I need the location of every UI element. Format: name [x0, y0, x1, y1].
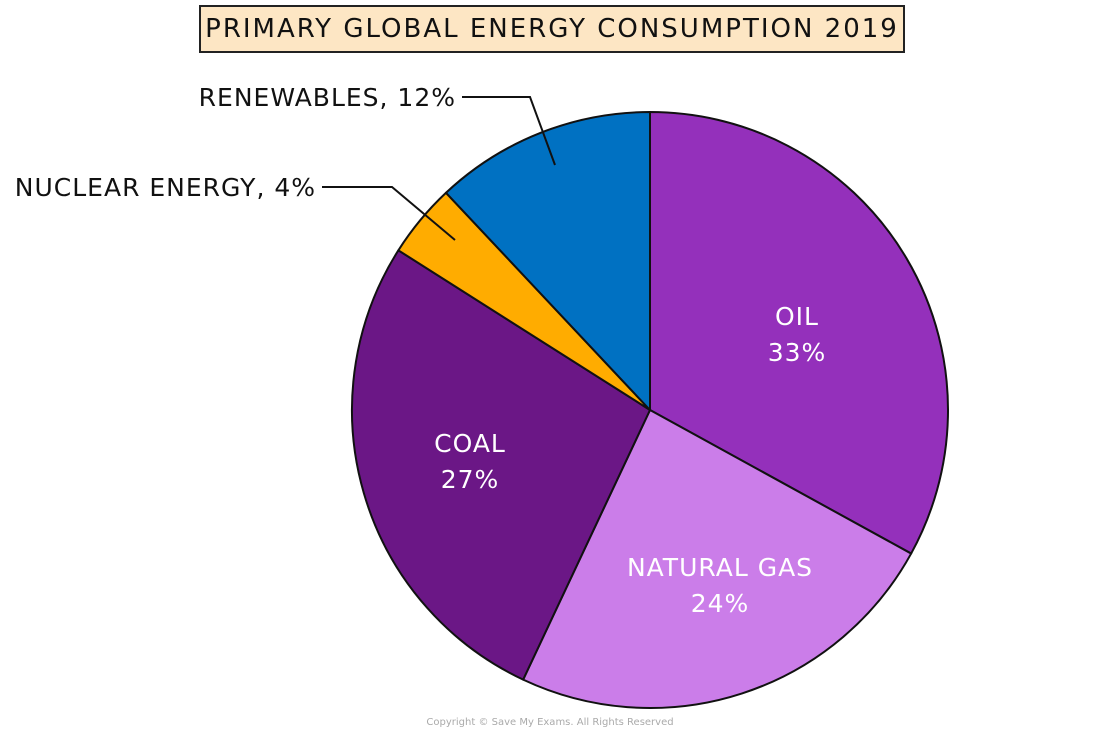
pie-slice-oil	[649, 111, 949, 555]
slice-label-oil: OIL	[775, 302, 819, 331]
leader-lines	[322, 96, 556, 241]
slice-label-nuclear: NUCLEAR ENERGY, 4%	[15, 173, 316, 202]
nuclear-leader-line	[322, 186, 456, 241]
chart-title: PRIMARY GLOBAL ENERGY CONSUMPTION 2019	[199, 5, 905, 53]
slice-label-coal: COAL	[434, 429, 506, 458]
copyright-notice: Copyright © Save My Exams. All Rights Re…	[426, 717, 674, 728]
slice-label-renewables: RENEWABLES, 12%	[199, 83, 456, 112]
slice-value-coal: 27%	[441, 465, 500, 494]
slice-label-natural-gas: NATURAL GAS	[627, 553, 813, 582]
pie-slice-natural-gas	[522, 409, 913, 709]
renewables-leader-line	[462, 96, 556, 166]
slice-value-natural-gas: 24%	[691, 589, 750, 618]
slice-value-oil: 33%	[768, 338, 827, 367]
pie-slice-renewables	[445, 111, 651, 411]
pie-slice-coal	[351, 249, 651, 681]
